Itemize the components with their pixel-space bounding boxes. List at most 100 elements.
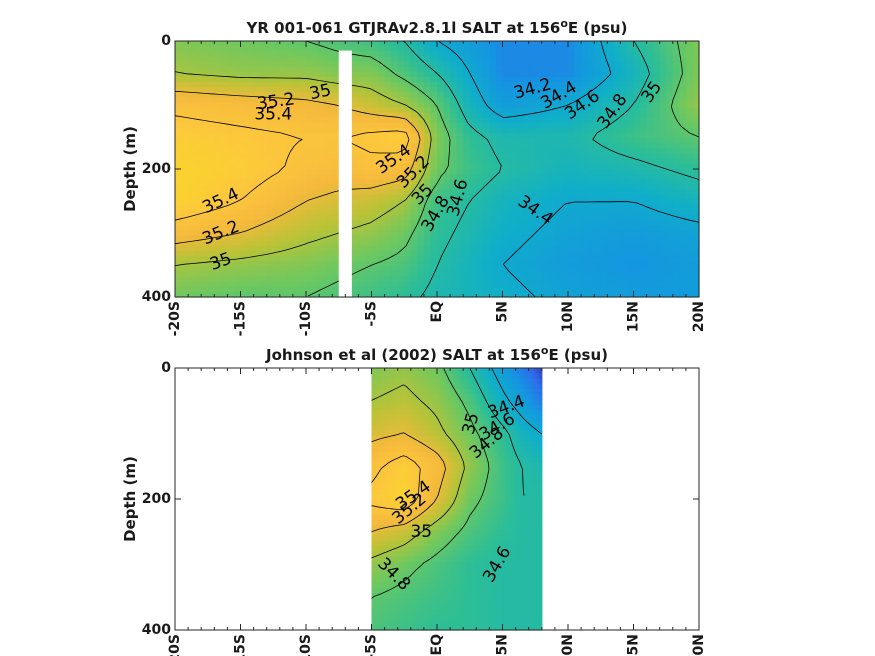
heatmap-cell — [437, 122, 445, 129]
heatmap-cell — [640, 76, 648, 83]
heatmap-cell — [509, 199, 517, 206]
heatmap-cell — [181, 184, 189, 191]
heatmap-cell — [371, 194, 379, 201]
heatmap-cell — [515, 194, 523, 201]
heatmap-cell — [646, 76, 654, 83]
heatmap-cell — [613, 261, 621, 267]
heatmap-cell — [692, 153, 700, 160]
heatmap-cell — [384, 225, 392, 232]
heatmap-cell — [390, 404, 394, 411]
heatmap-cell — [581, 291, 589, 298]
heatmap-cell — [492, 388, 496, 395]
heatmap-cell — [391, 61, 399, 68]
heatmap-cell — [306, 235, 314, 242]
heatmap-cell — [345, 46, 353, 52]
heatmap-cell — [465, 399, 468, 406]
heatmap-cell — [685, 215, 694, 221]
heatmap-cell — [188, 199, 196, 206]
heatmap-cell — [672, 230, 680, 237]
heatmap-cell — [240, 158, 248, 165]
heatmap-cell — [391, 261, 399, 267]
heatmap-cell — [659, 41, 667, 47]
heatmap-cell — [388, 399, 392, 406]
heatmap-cell — [469, 225, 477, 232]
heatmap-cell — [679, 230, 687, 237]
heatmap-cell — [417, 225, 425, 232]
heatmap-cell — [214, 87, 222, 93]
heatmap-cell — [679, 276, 687, 283]
heatmap-cell — [443, 189, 451, 196]
heatmap-cell — [640, 261, 648, 267]
heatmap-cell — [490, 383, 494, 390]
heatmap-cell — [181, 163, 189, 170]
heatmap-cell — [299, 215, 307, 221]
heatmap-cell — [653, 61, 661, 68]
heatmap-cell — [260, 199, 268, 206]
heatmap-cell — [437, 420, 441, 427]
heatmap-cell — [247, 235, 255, 242]
heatmap-cell — [561, 51, 569, 57]
heatmap-cell — [227, 97, 235, 104]
heatmap-cell — [332, 148, 340, 155]
heatmap-cell — [181, 66, 189, 73]
heatmap-cell — [587, 169, 595, 175]
heatmap-cell — [175, 153, 183, 160]
heatmap-cell — [375, 394, 379, 401]
heatmap-cell — [394, 388, 398, 395]
heatmap-cell — [529, 415, 532, 421]
heatmap-cell — [574, 66, 582, 73]
heatmap-cell — [574, 128, 582, 134]
heatmap-cell — [351, 276, 359, 283]
heatmap-cell — [620, 163, 628, 170]
heatmap-cell — [467, 409, 471, 416]
heatmap-cell — [659, 61, 667, 68]
heatmap-cell — [384, 169, 392, 175]
heatmap-cell — [646, 41, 654, 47]
heatmap-cell — [535, 409, 539, 416]
heatmap-cell — [384, 174, 392, 180]
heatmap-cell — [548, 133, 556, 139]
heatmap-cell — [397, 204, 405, 211]
heatmap-cell — [240, 271, 248, 278]
heatmap-cell — [273, 286, 281, 293]
heatmap-cell — [358, 61, 366, 68]
heatmap-cell — [266, 286, 274, 293]
heatmap-cell — [377, 383, 381, 390]
heatmap-cell — [233, 112, 242, 119]
heatmap-cell — [541, 66, 549, 73]
heatmap-cell — [201, 158, 209, 165]
heatmap-cell — [640, 281, 648, 288]
heatmap-cell — [509, 122, 517, 129]
heatmap-cell — [541, 230, 549, 237]
heatmap-cell — [666, 122, 674, 129]
heatmap-cell — [548, 209, 556, 216]
heatmap-cell — [332, 245, 340, 252]
heatmap-cell — [465, 404, 468, 411]
heatmap-cell — [417, 76, 425, 83]
heatmap-cell — [227, 128, 235, 134]
heatmap-cell — [539, 409, 543, 416]
heatmap-cell — [672, 215, 680, 221]
heatmap-cell — [469, 209, 477, 216]
heatmap-cell — [371, 420, 375, 427]
heatmap-cell — [220, 271, 228, 278]
heatmap-cell — [541, 76, 549, 83]
heatmap-cell — [279, 179, 287, 185]
heatmap-cell — [522, 102, 530, 109]
heatmap-cell — [266, 266, 274, 272]
heatmap-cell — [463, 220, 471, 226]
heatmap-cell — [325, 261, 333, 267]
heatmap-cell — [522, 276, 530, 283]
heatmap-cell — [685, 46, 694, 52]
heatmap-cell — [375, 388, 379, 395]
heatmap-cell — [401, 383, 405, 390]
heatmap-cell — [463, 209, 471, 216]
heatmap-cell — [443, 291, 451, 298]
heatmap-cell — [492, 420, 496, 427]
heatmap-cell — [279, 184, 287, 191]
heatmap-cell — [286, 174, 294, 180]
heatmap-cell — [371, 87, 379, 93]
heatmap-cell — [568, 81, 576, 88]
heatmap-cell — [520, 373, 524, 380]
heatmap-cell — [437, 276, 445, 283]
